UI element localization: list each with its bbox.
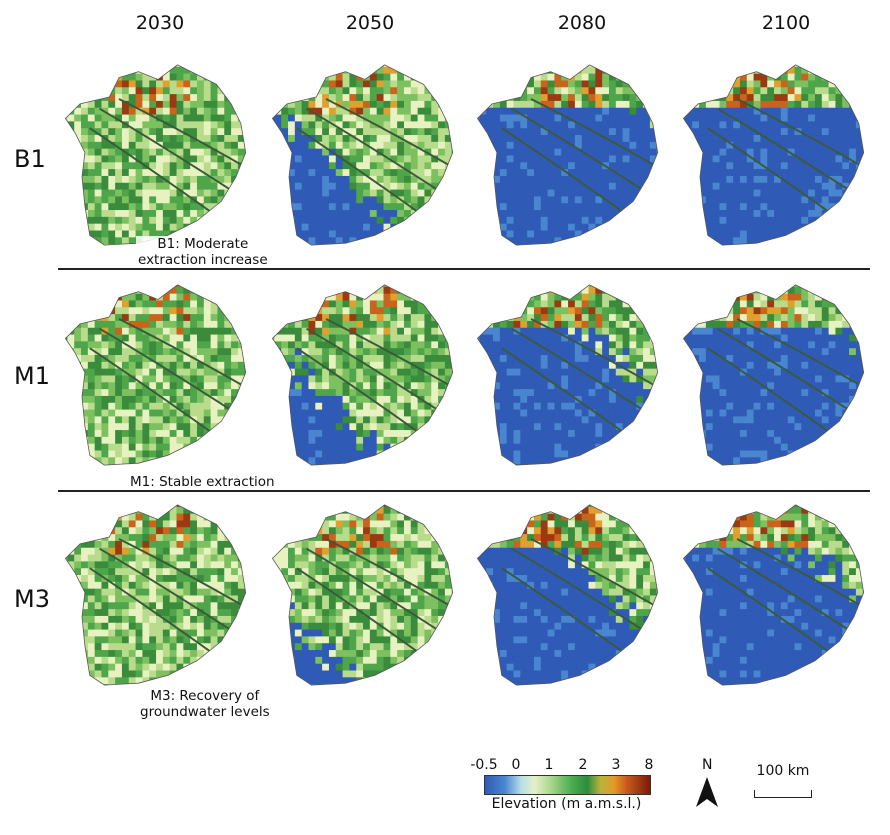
legend-tick: 8 [644,757,654,773]
description-line: groundwater levels [140,704,270,720]
row-separator-2 [58,490,870,492]
legend-tick: 2 [578,757,588,773]
elevation-colorbar [484,775,651,795]
legend-title: Elevation (m a.m.s.l.) [491,796,642,812]
scale-label: 100 km [756,763,810,779]
legend-tick: -0.5 [470,757,498,773]
scenario-label-m3: M3 [14,585,50,613]
scenario-description-m3: M3: Recovery of groundwater levels [138,688,272,720]
description-line: M3: Recovery of [150,688,260,704]
map-panel-m1-2080 [470,280,670,470]
year-header-2030: 2030 [135,12,185,34]
north-label: N [702,757,713,773]
scale-bar [754,790,812,798]
scenario-description-b1: B1: Moderate extraction increase [136,236,270,268]
map-panel-m3-2050 [265,500,465,690]
legend-tick: 0 [511,757,521,773]
description-line: extraction increase [138,252,268,268]
description-line: B1: Moderate [157,236,249,252]
map-panel-m1-2100 [676,280,876,470]
map-panel-m3-2080 [470,500,670,690]
scenario-label-b1: B1 [14,145,46,173]
year-header-2080: 2080 [557,12,607,34]
description-line: M1: Stable extraction [130,474,275,490]
north-arrow-icon [696,777,718,807]
map-panel-m3-2030 [58,500,258,690]
legend-tick: 1 [544,757,554,773]
map-panel-b1-2050 [265,60,465,250]
legend-tick: 3 [611,757,621,773]
map-panel-m3-2100 [676,500,876,690]
map-panel-b1-2080 [470,60,670,250]
scenario-description-m1: M1: Stable extraction [128,474,277,490]
year-header-2050: 2050 [345,12,395,34]
map-panel-b1-2030 [58,60,258,250]
row-separator-1 [58,268,870,270]
map-panel-m1-2030 [58,280,258,470]
map-panel-b1-2100 [676,60,876,250]
year-header-2100: 2100 [761,12,811,34]
scenario-label-m1: M1 [14,362,50,390]
map-panel-m1-2050 [265,280,465,470]
